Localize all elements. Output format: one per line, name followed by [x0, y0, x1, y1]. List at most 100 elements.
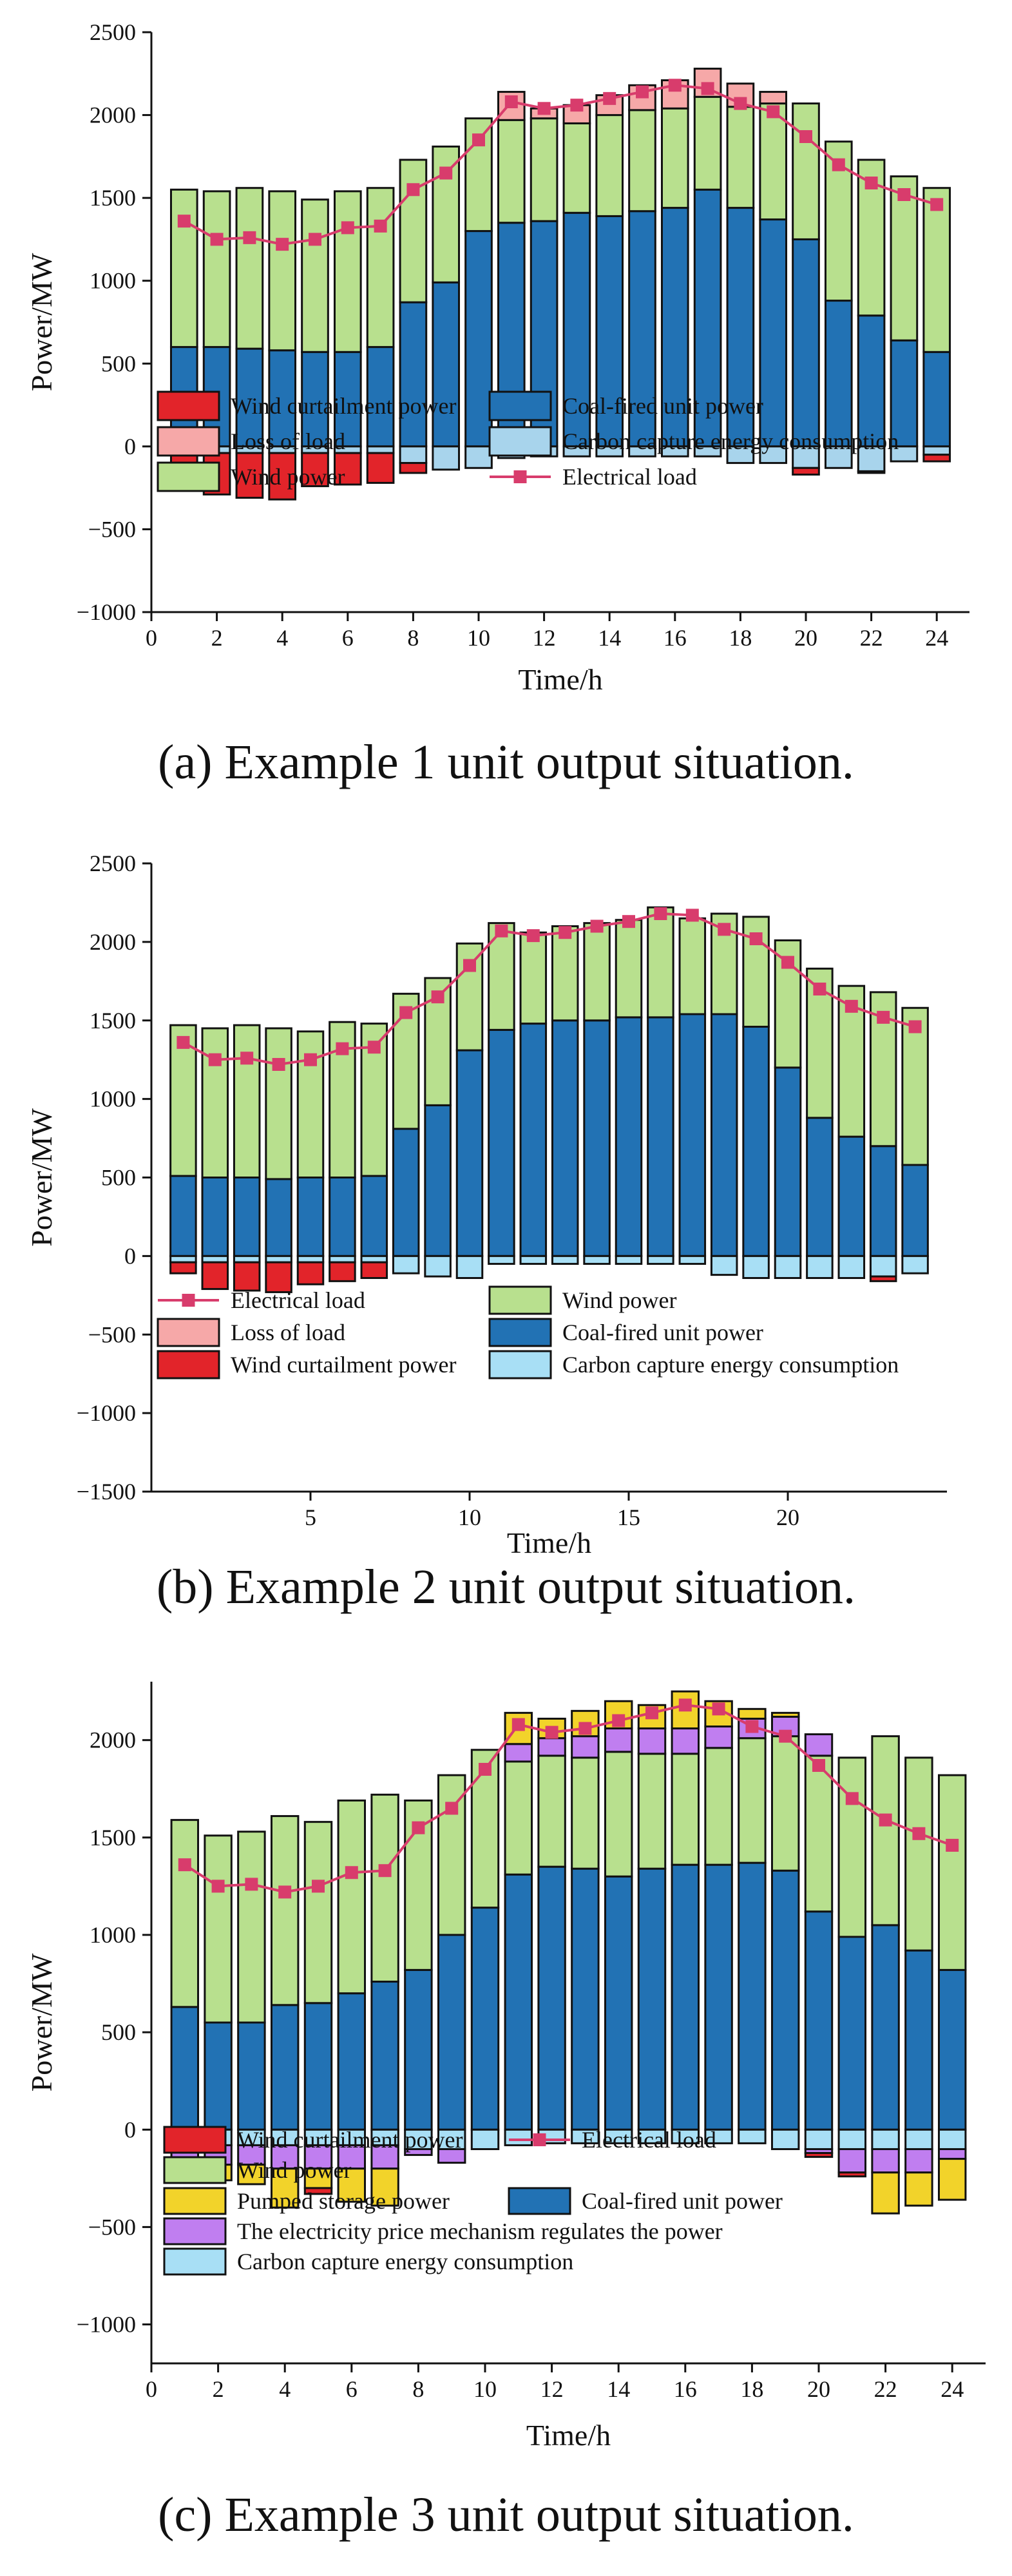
bar-coal-fired-unit-power	[333, 351, 362, 448]
x-tick-label: 2	[213, 2376, 224, 2402]
bar-wind-curtailment-power	[857, 470, 886, 474]
legend-label-wind-power: Wind power	[562, 1287, 677, 1313]
legend-label-carbon-capture-energy-consumption: Carbon capture energy consumption	[562, 428, 899, 454]
bar-wind-power	[337, 1799, 367, 1995]
bar-wind-curtailment-power	[922, 454, 951, 463]
bar-the-electricity-price-mechanism-regulates-the-power	[404, 2148, 433, 2157]
legend-marker-electrical-load	[533, 2133, 546, 2146]
bar-carbon-capture-energy-consumption	[837, 1254, 866, 1279]
y-tick-label: 2500	[90, 851, 136, 876]
bar-wind-power	[333, 190, 362, 353]
point-electrical-load	[406, 183, 420, 197]
bar-carbon-capture-energy-consumption	[806, 1254, 834, 1279]
point-electrical-load	[879, 1813, 892, 1827]
y-axis-label: Power/MW	[25, 1108, 58, 1247]
point-electrical-load	[745, 1720, 759, 1733]
line-electrical-load	[183, 84, 937, 246]
bar-coal-fired-unit-power	[738, 1861, 767, 2131]
point-electrical-load	[845, 999, 858, 1013]
point-electrical-load	[374, 219, 387, 233]
bar-wind-power	[233, 1024, 261, 1178]
bar-wind-power	[201, 1027, 229, 1178]
bar-wind-curtailment-power	[333, 452, 362, 486]
bar-wind-power	[392, 992, 420, 1130]
legend-label-wind-curtailment-power: Wind curtailment power	[231, 1352, 456, 1378]
y-tick-label: 1000	[90, 1922, 136, 1948]
bar-wind-power	[604, 1751, 633, 1878]
bar-coal-fired-unit-power	[615, 1016, 643, 1257]
line-electrical-load	[184, 1704, 953, 1894]
bar-wind-power	[366, 187, 395, 349]
point-electrical-load	[341, 221, 354, 235]
bar-wind-power	[871, 1735, 900, 1927]
point-electrical-load	[472, 133, 485, 147]
bar-carbon-capture-energy-consumption	[738, 2128, 767, 2144]
bar-carbon-capture-energy-consumption	[571, 2128, 600, 2144]
bar-pumped-storage-power	[370, 2167, 399, 2207]
x-tick-label: 20	[776, 1504, 799, 1530]
point-electrical-load	[712, 1702, 725, 1716]
bar-wind-power	[726, 106, 755, 209]
bar-carbon-capture-energy-consumption	[937, 2128, 967, 2150]
y-tick-label: 2000	[90, 102, 136, 128]
point-electrical-load	[718, 923, 731, 936]
x-tick-label: 4	[279, 2376, 291, 2402]
bar-carbon-capture-energy-consumption	[922, 445, 951, 456]
bar-wind-power	[901, 1006, 929, 1166]
y-tick-label: −500	[88, 516, 136, 542]
point-electrical-load	[645, 1706, 658, 1720]
legend-label-electrical-load: Electrical load	[231, 1287, 365, 1313]
bar-wind-power	[530, 117, 559, 222]
bar-carbon-capture-energy-consumption	[837, 2128, 867, 2150]
bar-carbon-capture-energy-consumption	[455, 1254, 484, 1279]
x-tick-label: 24	[925, 625, 948, 651]
bar-the-electricity-price-mechanism-regulates-the-power	[871, 2148, 900, 2174]
bar-pumped-storage-power	[270, 2167, 300, 2209]
bar-wind-power	[583, 922, 611, 1022]
point-electrical-load	[570, 99, 584, 112]
bar-wind-power	[519, 931, 548, 1025]
point-electrical-load	[177, 215, 191, 228]
point-electrical-load	[654, 907, 667, 920]
x-tick-label: 6	[342, 625, 354, 651]
bar-carbon-capture-energy-consumption	[804, 2128, 834, 2150]
bar-carbon-capture-energy-consumption	[519, 1254, 548, 1265]
legend-label-wind-power: Wind power	[231, 464, 345, 490]
bar-wind-power	[399, 159, 428, 303]
bar-wind-curtailment-power	[233, 1261, 261, 1292]
bar-wind-power	[370, 1793, 399, 1983]
bar-carbon-capture-energy-consumption	[595, 445, 624, 457]
bar-coal-fired-unit-power	[857, 314, 886, 448]
legend-swatch-wind-curtailment-power	[157, 390, 220, 421]
bar-wind-curtailment-power	[792, 466, 820, 476]
bar-carbon-capture-energy-consumption	[770, 2128, 800, 2150]
x-tick-label: 4	[276, 625, 288, 651]
legend-label-wind-power: Wind power	[237, 2157, 352, 2183]
bar-coal-fired-unit-power	[233, 1177, 261, 1257]
bar-pumped-storage-power	[237, 2164, 266, 2186]
bar-carbon-capture-energy-consumption	[392, 1254, 420, 1274]
bar-coal-fired-unit-power	[571, 1867, 600, 2131]
bar-wind-curtailment-power	[235, 452, 264, 499]
bar-wind-power	[303, 1821, 333, 2004]
x-tick-label: 10	[467, 625, 490, 651]
bar-coal-fired-unit-power	[806, 1117, 834, 1257]
bar-coal-fired-unit-power	[464, 230, 493, 448]
bar-wind-curtailment-power	[268, 452, 297, 501]
bar-the-electricity-price-mechanism-regulates-the-power	[904, 2148, 933, 2174]
x-axis-label: Time/h	[526, 2419, 611, 2452]
figure-panel-a: −1000 −500 0 500 1000 1500 2000 2500 0 2 4 6 8 10 12 14…	[0, 0, 1012, 831]
y-tick-label: −1000	[77, 2312, 136, 2338]
bar-carbon-capture-energy-consumption	[464, 445, 493, 469]
point-electrical-load	[545, 1725, 559, 1739]
bar-coal-fired-unit-power	[437, 1934, 466, 2131]
bar-wind-power	[693, 95, 722, 191]
bar-wind-power	[301, 198, 329, 353]
legend-label-pumped-storage-power: Pumped storage power	[237, 2188, 450, 2214]
bar-wind-curtailment-power	[169, 1261, 197, 1274]
point-electrical-load	[278, 1885, 292, 1899]
bar-coal-fired-unit-power	[201, 1177, 229, 1257]
bar-carbon-capture-energy-consumption	[303, 2128, 333, 2146]
bar-wind-curtailment-power	[303, 2187, 333, 2195]
x-tick-label: 20	[807, 2376, 830, 2402]
